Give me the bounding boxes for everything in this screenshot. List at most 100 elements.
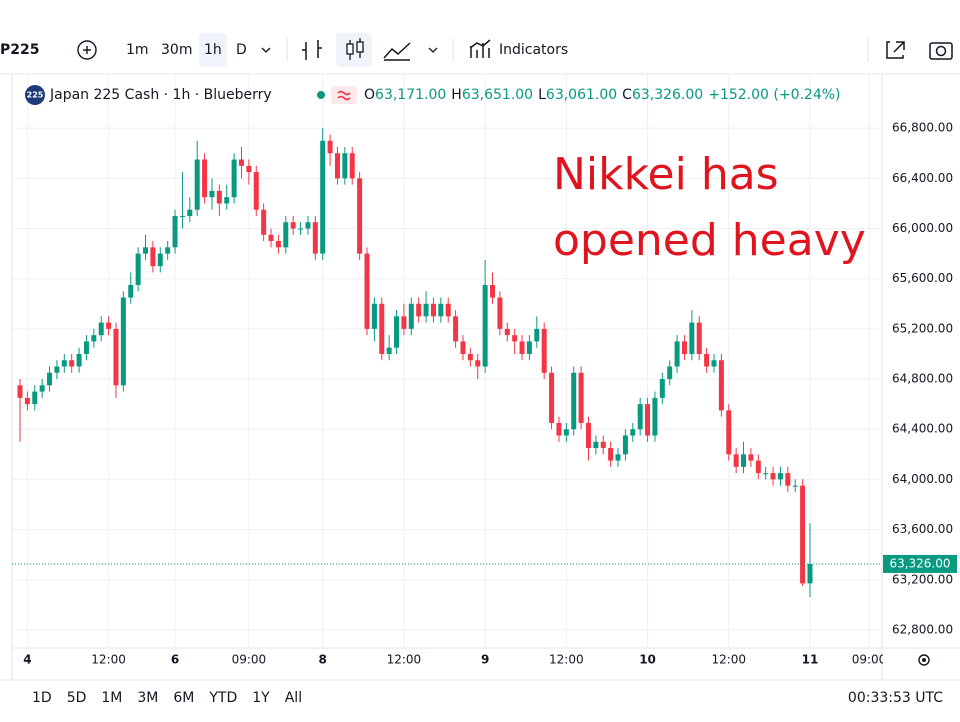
legend-label: O: [364, 87, 375, 103]
y-tick-label: 64,800.00: [892, 372, 953, 386]
candle-body: [143, 247, 149, 254]
x-tick-label: 12:00: [711, 653, 746, 667]
share-icon[interactable]: [886, 41, 905, 59]
candle-body: [61, 360, 67, 367]
candle-body: [17, 385, 23, 398]
candle-body: [47, 372, 53, 386]
range-button[interactable]: 1Y: [252, 690, 270, 706]
interval[interactable]: 30m: [161, 42, 192, 58]
candle-body: [54, 366, 60, 373]
candle-body: [652, 397, 658, 436]
candle-body: [792, 485, 798, 487]
axis-settings-dot: [922, 658, 926, 662]
interval[interactable]: 1m: [126, 42, 149, 58]
x-tick-label: 09:00: [852, 653, 887, 667]
candle-body: [394, 316, 400, 348]
candle-body: [770, 473, 776, 480]
time-axis-mask: [883, 650, 913, 672]
symbol-badge: [25, 85, 45, 105]
candle-body: [755, 460, 761, 474]
legend-values: O 63,171.00 H 63,651.00 L 63,061.00 C 63,326.00…: [364, 87, 841, 103]
range-button[interactable]: 3M: [137, 690, 158, 706]
candle-body: [298, 228, 304, 230]
active-style-bg: [336, 33, 372, 67]
range-button[interactable]: 1D: [32, 690, 52, 706]
candle-body: [253, 172, 259, 210]
y-tick-label: 64,400.00: [892, 422, 953, 436]
candle-body: [630, 429, 636, 436]
indicators-button[interactable]: Indicators: [499, 42, 568, 58]
symbol[interactable]: P225: [0, 42, 39, 58]
range-button[interactable]: All: [285, 690, 302, 706]
interval[interactable]: 1h: [204, 42, 222, 58]
last-price-label: 63,326.00: [889, 556, 950, 570]
candle-body: [430, 303, 436, 317]
legend-label: H: [451, 87, 462, 103]
range-button[interactable]: YTD: [208, 690, 237, 706]
candle-body: [357, 178, 363, 254]
interval[interactable]: D: [236, 42, 247, 58]
legend-label: C: [622, 87, 632, 103]
y-tick-label: 64,000.00: [892, 472, 953, 486]
candle-body: [748, 454, 754, 461]
area-icon[interactable]: [383, 42, 411, 61]
symbol-badge-text: 225: [27, 91, 44, 100]
candle-body: [423, 303, 429, 317]
data-status-icon: [337, 90, 351, 101]
candle-body: [24, 397, 30, 405]
candle-body: [807, 563, 813, 584]
candle-body: [342, 153, 348, 179]
candle-body: [482, 284, 488, 367]
bars-icon[interactable]: [302, 40, 322, 60]
indicators-icon[interactable]: [469, 39, 491, 58]
candle-body: [674, 341, 680, 367]
camera-icon[interactable]: [929, 42, 953, 60]
legend-value: 63,651.00: [462, 87, 533, 103]
candle-body: [349, 153, 355, 179]
candle-body: [128, 284, 134, 298]
candle-body: [135, 253, 141, 285]
add-symbol-icon[interactable]: [77, 40, 97, 60]
candle-body: [231, 159, 237, 198]
range-bar: 1D 5D 1M 3M 6M YTD 1Y All: [32, 690, 302, 706]
camera-lens: [935, 45, 947, 57]
x-tick-label: 8: [319, 653, 327, 667]
interval-dropdown[interactable]: [261, 47, 271, 53]
candle-body: [283, 222, 289, 248]
candle-body: [194, 159, 200, 210]
legend-value: 63,171.00: [375, 87, 446, 103]
candle-body: [172, 215, 178, 248]
candle-body: [777, 473, 783, 480]
candle-body: [453, 316, 459, 342]
candle-body: [275, 241, 281, 248]
candle-body: [371, 303, 377, 329]
candle-body: [556, 422, 562, 436]
legend-title: Japan 225 Cash · 1h · Blueberry: [49, 87, 272, 103]
x-tick-label: 6: [171, 653, 179, 667]
range-button[interactable]: 1M: [101, 690, 122, 706]
candle-body: [763, 473, 769, 475]
axis-settings-icon[interactable]: [918, 654, 930, 666]
active-interval-bg: [199, 33, 227, 67]
candle-body: [615, 454, 621, 461]
candle-body: [600, 441, 606, 449]
candles-icon[interactable]: [346, 43, 354, 55]
candle-body: [718, 360, 724, 411]
style-dropdown[interactable]: [428, 47, 438, 53]
candle-body: [179, 215, 185, 217]
candle-body: [106, 322, 112, 329]
candle-body: [416, 303, 422, 317]
candle-body: [585, 422, 591, 449]
candle-body: [541, 328, 547, 373]
candle-body: [711, 360, 717, 367]
range-button[interactable]: 6M: [173, 690, 194, 706]
y-tick-label: 63,200.00: [892, 572, 953, 586]
range-button[interactable]: 5D: [67, 690, 87, 706]
annotation: Nikkei has: [553, 149, 779, 200]
candle-body: [327, 140, 333, 154]
candle-body: [165, 247, 171, 254]
candle-body: [800, 485, 806, 584]
last-price-tag: [883, 554, 957, 573]
